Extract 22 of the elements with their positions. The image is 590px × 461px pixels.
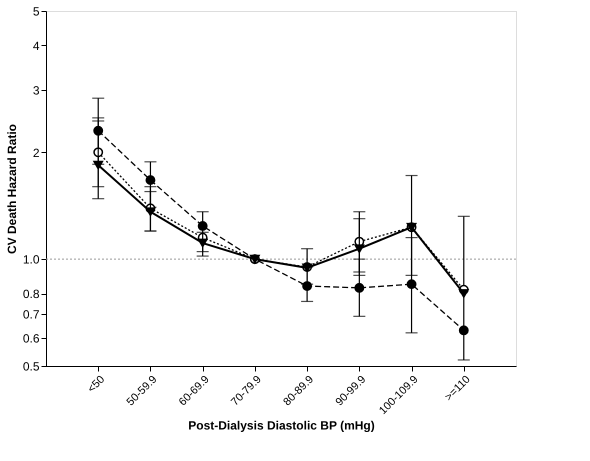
y-tick-label: 4 [32, 38, 40, 53]
y-tick-label: 1.0 [22, 252, 40, 267]
point [198, 238, 208, 248]
y-tick-label: 0.5 [22, 360, 40, 374]
x-axis-title: Post-Dialysis Diastolic BP (mHg) [188, 418, 375, 432]
y-tick-label: 2 [32, 146, 40, 160]
point [458, 289, 469, 298]
point [406, 279, 416, 290]
x-tick-label: <50 [86, 374, 108, 396]
y-tick-label: 0.6 [22, 331, 40, 346]
y-tick-label: 0.7 [22, 308, 40, 322]
point [458, 325, 469, 336]
y-tick-label: 5 [32, 4, 40, 18]
y-axis-title: CV Death Hazard Ratio [4, 124, 19, 254]
y-tick-label: 0.8 [22, 287, 40, 302]
point [93, 160, 104, 170]
point [146, 207, 156, 216]
point [354, 282, 364, 293]
y-tick-label: 3 [32, 83, 40, 98]
point [354, 244, 364, 254]
point [146, 175, 156, 185]
point [198, 221, 208, 231]
